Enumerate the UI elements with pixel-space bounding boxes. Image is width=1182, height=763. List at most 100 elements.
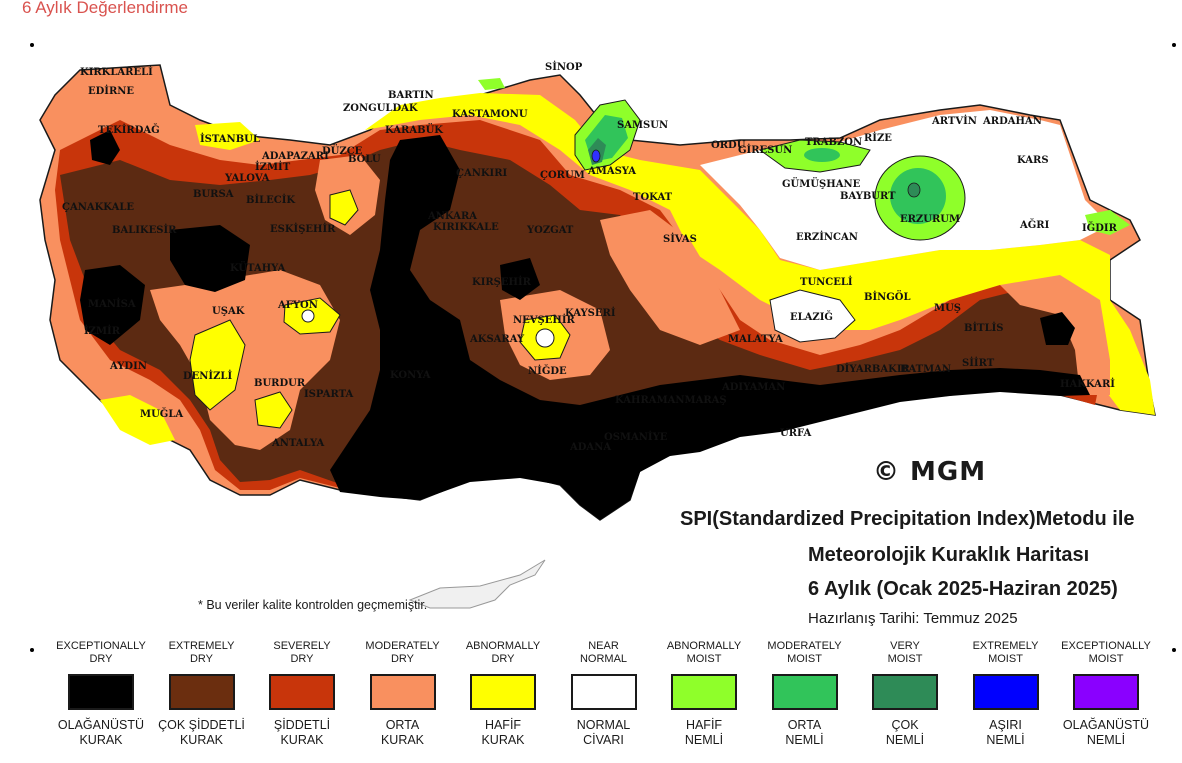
city-label-gumushane: GÜMÜŞHANE [782, 177, 861, 190]
city-label-kutahya: KÜTAHYA [230, 261, 286, 274]
city-label-tunceli: TUNCELİ [800, 275, 853, 288]
city-label-ordu: ORDU [711, 140, 746, 151]
region-abnormally-moist-sinop [478, 78, 505, 90]
city-label-samsun: SAMSUN [617, 120, 668, 131]
city-label-malatya: MALATYA [728, 334, 783, 345]
legend-item: SEVERELY DRY ŞİDDETLİ KURAK [251, 640, 353, 748]
legend-item: EXTREMELY MOIST AŞIRI NEMLİ [955, 640, 1057, 748]
city-label-corum: ÇORUM [540, 170, 585, 181]
city-label-trabzon: TRABZON [805, 137, 862, 148]
legend-color-swatch [369, 674, 436, 710]
region-abnormally-dry-north [365, 93, 1155, 415]
mgm-copyright: © MGM [873, 457, 987, 487]
city-label-bayburt: BAYBURT [840, 191, 896, 202]
legend-color-swatch [872, 674, 938, 710]
city-label-karabuk: KARABÜK [385, 123, 443, 136]
legend-label-tr: ORTA KURAK [380, 718, 425, 747]
city-label-kirklareli: KIRKLARELİ [80, 65, 153, 78]
region-extremely-moist-samsun [591, 149, 601, 163]
legend-label-tr: HAFİF NEMLİ [684, 718, 724, 747]
city-label-cankiri: ÇANKIRI [456, 168, 508, 179]
cyprus-outline [408, 559, 546, 609]
city-label-izmit: İZMİT [255, 160, 291, 173]
region-moderately-moist-trabzon [804, 148, 840, 162]
legend-label-tr: AŞIRI NEMLİ [986, 718, 1025, 747]
legend-item: ABNORMALLY MOIST HAFİF NEMLİ [653, 640, 755, 748]
corner-dot-top-right [1172, 43, 1176, 47]
city-label-bursa: BURSA [193, 189, 234, 200]
city-label-giresun: GİRESUN [738, 143, 792, 156]
region-abnormally-dry-bolu [329, 189, 359, 226]
city-label-tekirdag: TEKİRDAĞ [98, 123, 160, 136]
city-label-yozgat: YOZGAT [526, 225, 574, 236]
legend-color-swatch [269, 674, 335, 710]
city-label-mugla: MUĞLA [140, 408, 183, 420]
city-label-bilecik: BİLECİK [246, 193, 295, 206]
city-label-afyon: AFYON [277, 300, 318, 311]
city-label-izmir: İZMİR [84, 324, 121, 337]
legend-label-tr: HAFİF KURAK [481, 718, 525, 747]
map-title-line3: 6 Aylık (Ocak 2025-Haziran 2025) [808, 578, 1118, 600]
city-label-kastamonu: KASTAMONU [452, 109, 528, 120]
city-label-eskisehir: ESKİŞEHİR [270, 222, 336, 235]
region-abnormally-dry-denizli [189, 319, 246, 411]
city-label-edirne: EDİRNE [88, 84, 134, 97]
city-label-hakkari: HAKKARİ [1060, 377, 1115, 390]
region-near-normal-elazig [769, 289, 856, 343]
legend-color-swatch [570, 674, 637, 710]
city-label-siirt: SİİRT [962, 356, 995, 369]
city-label-rize: RİZE [864, 131, 892, 144]
city-label-konya: KONYA [390, 370, 431, 381]
city-label-elazig: ELAZIĞ [790, 311, 833, 323]
city-label-istanbul: İSTANBUL [200, 132, 260, 145]
region-near-normal-nevsehir [535, 328, 555, 348]
city-label-mus: MUŞ [934, 303, 961, 314]
city-label-erzincan: ERZİNCAN [796, 230, 858, 243]
legend-label-tr: NORMAL CİVARI [576, 718, 631, 747]
region-abnormally-dry-istanbul [195, 122, 260, 150]
city-label-manisa: MANİSA [88, 297, 136, 310]
page-caption: 6 Aylık Değerlendirme [22, 0, 188, 17]
city-label-bolu: BOLU [348, 154, 381, 165]
city-label-adiyaman: ADIYAMAN [721, 382, 785, 393]
city-label-bartin: BARTIN [388, 90, 434, 101]
legend-item: NEAR NORMAL NORMAL CİVARI [553, 640, 655, 748]
city-label-bingol: BİNGÖL [864, 290, 911, 303]
city-label-agri: AĞRI [1019, 219, 1050, 231]
legend-item: VERY MOIST ÇOK NEMLİ [854, 640, 956, 748]
region-abnormally-dry-mugla [100, 395, 175, 445]
city-label-diyarbakir: DİYARBAKIR [836, 362, 910, 375]
legend-color-swatch [771, 674, 838, 710]
legend-label-tr: ÇOK NEMLİ [885, 718, 925, 747]
city-label-kirikkale: KIRIKKALE [433, 222, 499, 233]
corner-dot-bottom-right [1172, 648, 1176, 652]
quality-control-footnote: * Bu veriler kalite kontrolden geçmemişt… [198, 598, 428, 612]
city-label-yalova: YALOVA [224, 173, 270, 184]
region-exceptionally-dry-west [170, 225, 250, 292]
legend-label-en: VERY MOIST [887, 640, 923, 665]
legend-label-tr: OLAĞANÜSTÜ KURAK [57, 718, 145, 747]
legend-label-tr: ORTA NEMLİ [785, 718, 824, 747]
corner-dot-bottom-left [30, 648, 34, 652]
city-label-balikesir: BALIKESİR [112, 223, 177, 236]
turkey-spi-drought-map: KIRKLARELİ EDİRNE TEKİRDAĞ İSTANBUL ÇANA… [39, 60, 1156, 609]
region-moderately-moist-erzurum [890, 168, 946, 224]
city-label-duzce: DÜZCE [322, 144, 363, 157]
city-label-amasya: AMASYA [587, 166, 636, 177]
city-label-nevsehir: NEVŞEHİR [513, 313, 575, 326]
city-label-kars: KARS [1017, 155, 1049, 166]
city-label-kahramanmaras: KAHRAMANMARAŞ [615, 395, 727, 406]
city-label-ankara: ANKARA [427, 211, 477, 222]
legend-label-en: SEVERELY DRY [273, 640, 331, 665]
preparation-date: Hazırlanış Tarihi: Temmuz 2025 [808, 610, 1018, 627]
legend-label-en: ABNORMALLY DRY [465, 640, 541, 665]
region-moderately-dry-east [1000, 275, 1110, 395]
region-exceptionally-dry-tekirdag [90, 130, 120, 165]
region-abnormally-moist-igdir [1085, 210, 1130, 235]
legend-color-swatch [1073, 674, 1139, 710]
region-exceptionally-dry-hakkari [1040, 312, 1075, 345]
legend-color-swatch [671, 674, 737, 710]
legend-label-en: MODERATELY DRY [365, 640, 440, 665]
city-label-canakkale: ÇANAKKALE [62, 202, 134, 213]
region-very-moist-erzurum [907, 182, 921, 198]
